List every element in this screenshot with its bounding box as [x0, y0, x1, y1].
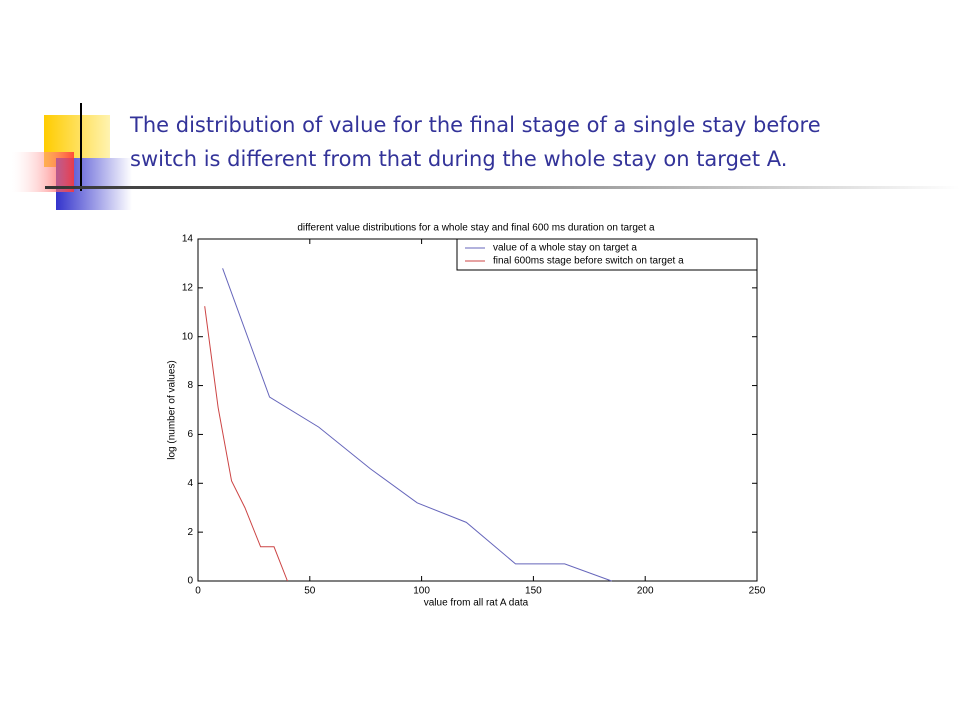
x-tick-label: 50: [304, 586, 316, 597]
legend-label: final 600ms stage before switch on targe…: [493, 256, 684, 267]
y-tick-label: 10: [182, 331, 194, 342]
y-axis-label: log (number of values): [167, 360, 178, 460]
slide-title: switch is different from that during the…: [130, 147, 787, 171]
plot-frame: [197, 238, 758, 582]
deco-hline: [45, 186, 960, 189]
y-tick-label: 2: [187, 527, 193, 538]
y-tick-label: 8: [187, 380, 193, 391]
data-line: [204, 306, 288, 582]
slide-title: The distribution of value for the final …: [129, 113, 821, 137]
x-tick-label: 150: [525, 586, 542, 597]
y-tick-label: 0: [187, 576, 193, 587]
y-tick-label: 14: [182, 234, 194, 245]
deco-red: [12, 152, 74, 192]
y-tick-label: 4: [187, 478, 193, 489]
deco-vline: [80, 103, 82, 191]
chart-title: different value distributions for a whol…: [297, 223, 655, 234]
y-tick-label: 6: [187, 429, 193, 440]
x-tick-label: 200: [637, 586, 654, 597]
legend-box: [456, 238, 758, 271]
x-tick-label: 0: [195, 586, 201, 597]
x-tick-label: 100: [413, 586, 430, 597]
x-axis-label: value from all rat A data: [424, 598, 529, 609]
data-line: [222, 268, 612, 582]
legend-label: value of a whole stay on target a: [493, 243, 637, 254]
y-tick-label: 12: [182, 282, 194, 293]
x-tick-label: 250: [749, 586, 766, 597]
